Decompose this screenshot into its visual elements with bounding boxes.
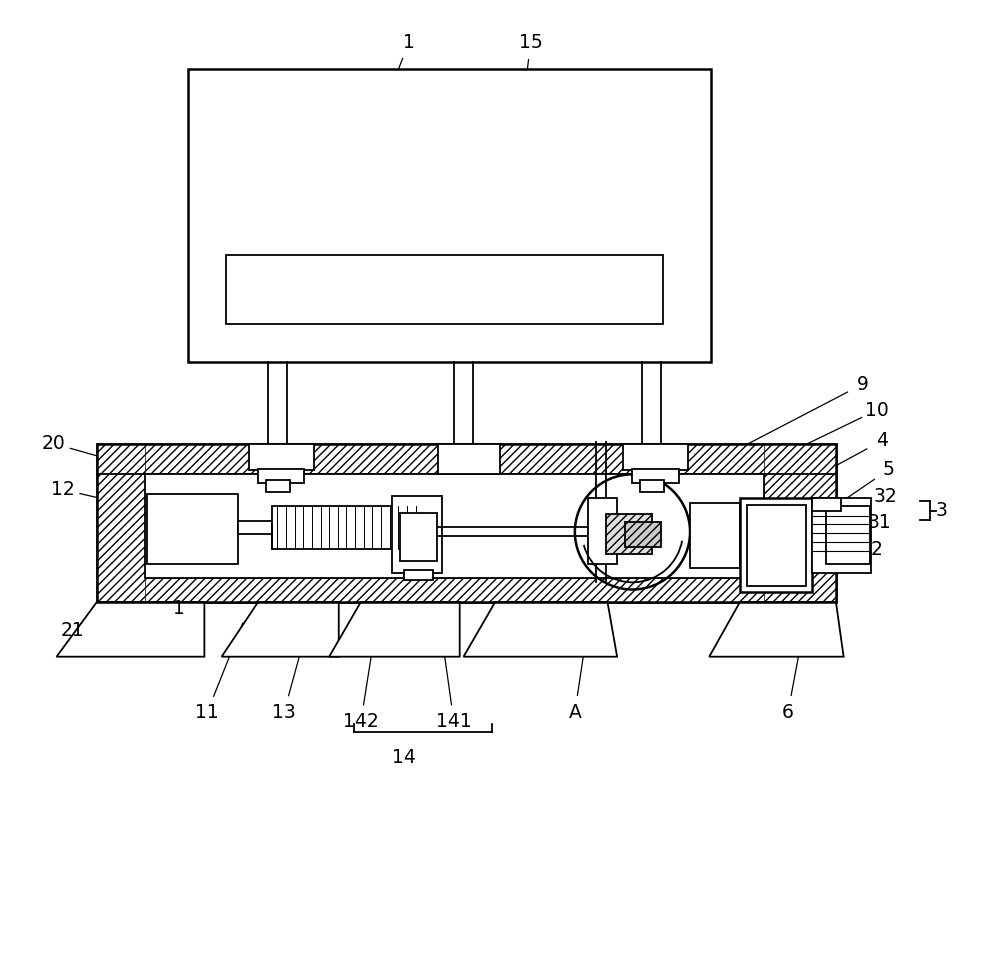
Text: A: A: [568, 703, 581, 722]
Bar: [812, 498, 871, 574]
Bar: [188, 69, 711, 362]
Bar: [226, 254, 663, 324]
Bar: [588, 498, 617, 564]
Text: 142: 142: [343, 712, 379, 732]
Polygon shape: [57, 602, 204, 656]
Bar: [97, 443, 145, 602]
Bar: [145, 474, 764, 578]
Bar: [747, 505, 806, 586]
Polygon shape: [329, 602, 460, 656]
Text: 13: 13: [272, 703, 296, 722]
Bar: [404, 571, 433, 580]
Bar: [97, 578, 836, 602]
Text: 141: 141: [436, 712, 472, 732]
Text: 3: 3: [936, 501, 947, 521]
Bar: [690, 503, 740, 569]
Text: 6: 6: [782, 703, 794, 722]
Text: 4: 4: [876, 431, 888, 450]
Text: 1: 1: [173, 600, 184, 618]
Bar: [623, 443, 688, 470]
Bar: [266, 480, 290, 492]
Bar: [400, 513, 437, 561]
Text: 2: 2: [870, 540, 882, 559]
Bar: [438, 443, 500, 474]
Text: 5: 5: [883, 460, 895, 479]
Bar: [392, 496, 442, 574]
Bar: [97, 443, 836, 602]
Text: 21: 21: [61, 621, 85, 640]
Text: 15: 15: [519, 33, 543, 52]
Bar: [625, 522, 661, 548]
Bar: [272, 506, 423, 549]
Bar: [249, 443, 314, 470]
Text: 9: 9: [857, 375, 869, 393]
Bar: [632, 469, 679, 483]
Bar: [640, 480, 664, 492]
Bar: [764, 443, 836, 602]
Polygon shape: [709, 602, 844, 656]
Bar: [826, 506, 870, 564]
Text: 20: 20: [42, 434, 66, 453]
Text: 12: 12: [51, 480, 75, 499]
Bar: [97, 443, 836, 602]
Polygon shape: [222, 602, 339, 656]
Polygon shape: [464, 602, 617, 656]
Text: 1: 1: [403, 33, 415, 52]
Bar: [147, 495, 238, 564]
Bar: [238, 522, 272, 534]
Text: 14: 14: [392, 748, 416, 767]
Text: 31: 31: [867, 513, 891, 532]
Text: 10: 10: [865, 400, 889, 419]
Bar: [258, 469, 304, 483]
Bar: [97, 443, 836, 474]
Text: 32: 32: [874, 487, 898, 506]
Bar: [606, 514, 652, 554]
Bar: [812, 498, 841, 511]
Text: 11: 11: [195, 703, 219, 722]
Bar: [740, 498, 812, 593]
